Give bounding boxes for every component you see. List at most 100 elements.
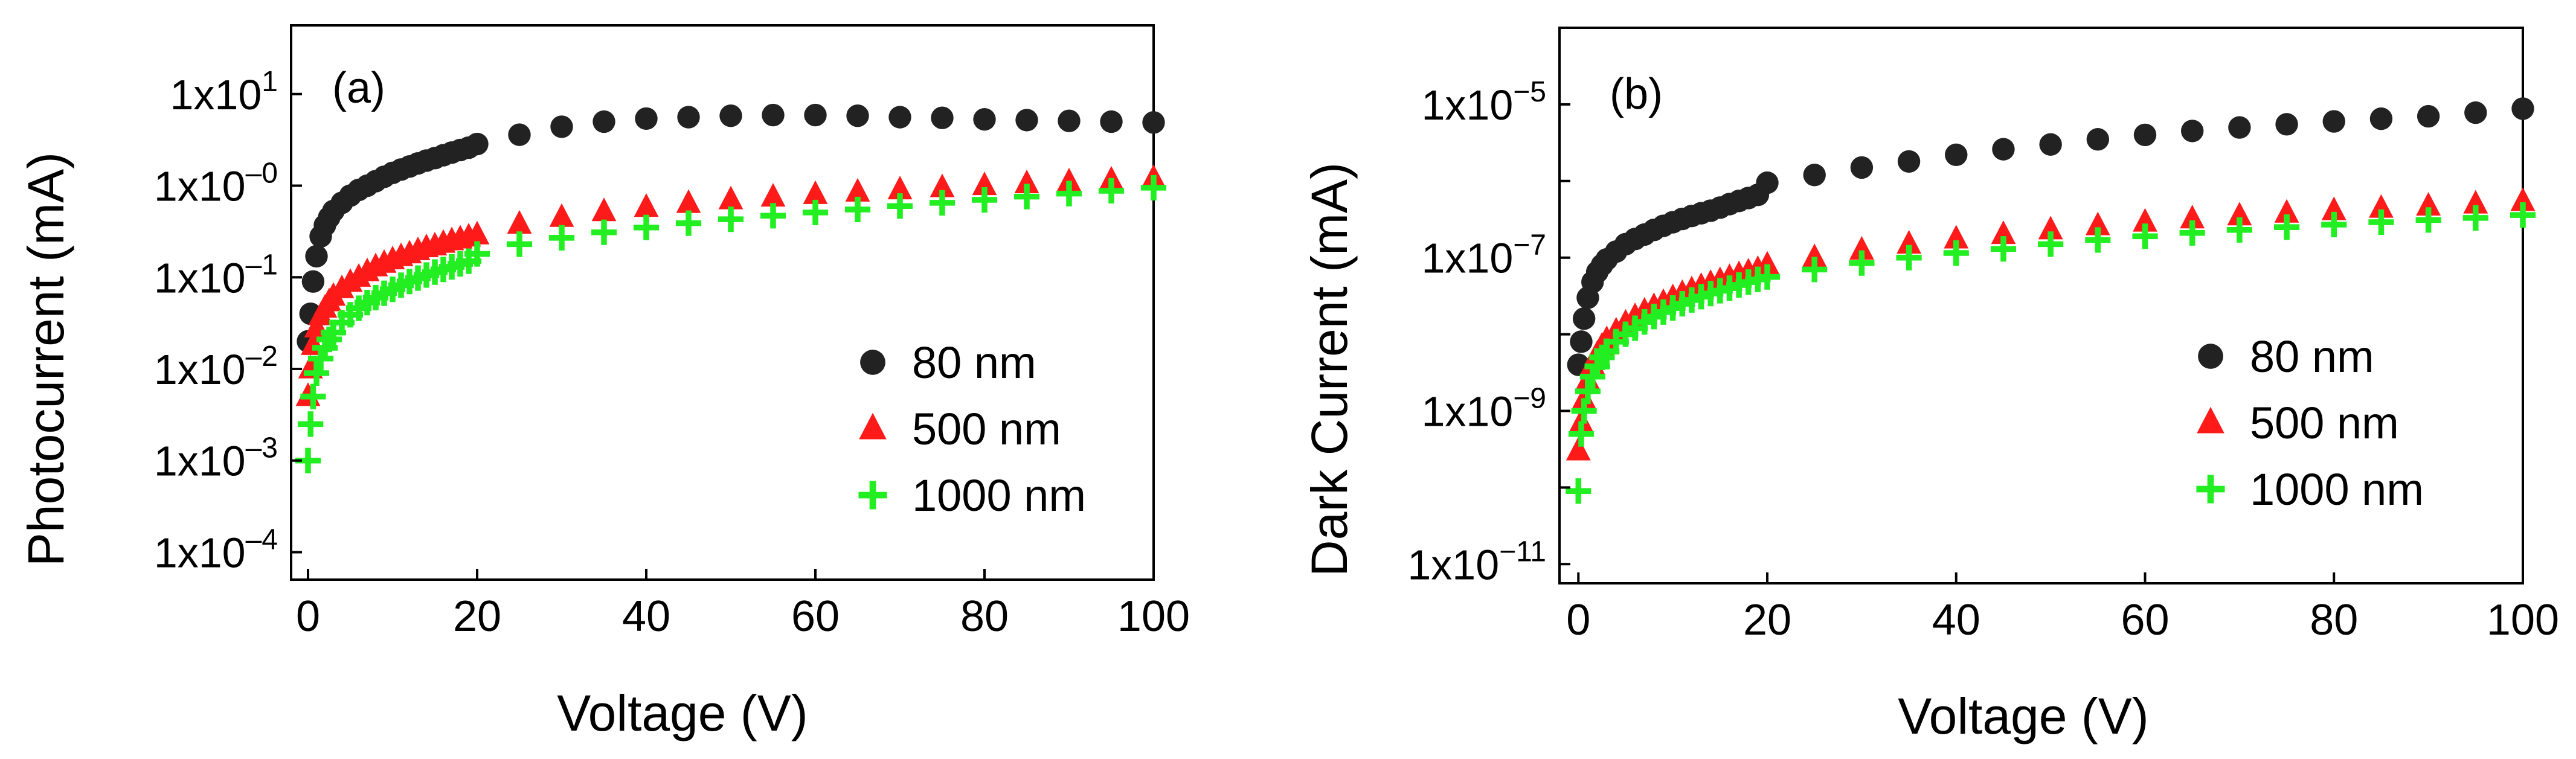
series-1000-nm: [295, 175, 1167, 473]
data-point: [2086, 128, 2110, 151]
data-point: [675, 210, 702, 236]
data-point: [1802, 257, 1828, 283]
series-80-nm: [1567, 97, 2534, 376]
data-point: [1099, 165, 1124, 190]
data-point: [1100, 110, 1123, 133]
data-point: [845, 178, 870, 202]
data-point: [1660, 295, 1686, 321]
legend: 80 nm 500 nm 1000 nm: [2196, 331, 2424, 514]
data-point: [1570, 330, 1593, 353]
y-tick-label: 1x101: [170, 66, 278, 118]
data-point: [362, 284, 389, 311]
data-point: [295, 447, 321, 473]
data-point: [438, 254, 465, 280]
data-point: [1717, 275, 1742, 301]
legend-marker: [2197, 406, 2224, 434]
data-point: [930, 173, 955, 197]
data-point: [320, 319, 347, 345]
legend-label: 1000 nm: [912, 470, 1086, 520]
data-point: [760, 203, 786, 229]
series-80-nm: [297, 103, 1165, 353]
legend-marker: [860, 350, 885, 375]
data-point: [2275, 113, 2298, 136]
data-point: [760, 183, 786, 207]
data-point: [2462, 205, 2488, 231]
data-point: [1802, 243, 1827, 267]
data-point: [2179, 220, 2205, 246]
data-point: [2322, 110, 2345, 133]
y-tick-label: 1x10–0: [154, 158, 278, 210]
data-point: [1056, 167, 1082, 191]
y-tick-label: 1x10–2: [154, 341, 278, 393]
data-point: [2180, 120, 2204, 143]
data-point: [1754, 264, 1781, 290]
legend-label: 1000 nm: [2250, 464, 2424, 514]
data-point: [804, 103, 827, 127]
y-tick-label: 1x10–1: [154, 249, 278, 301]
data-point: [2510, 187, 2536, 211]
data-point: [973, 107, 996, 131]
y-axis-label: Dark Current (mA): [1301, 162, 1358, 577]
data-point: [844, 196, 871, 223]
data-point: [307, 345, 334, 371]
data-point: [1058, 109, 1081, 132]
data-point: [1566, 478, 1592, 504]
data-point: [1943, 240, 1969, 266]
data-point: [2273, 214, 2300, 240]
y-tick-label: 1x10−7: [1421, 229, 1546, 282]
data-point: [548, 225, 575, 251]
data-point: [2369, 194, 2394, 218]
data-point: [1756, 171, 1779, 194]
data-point: [2321, 196, 2346, 220]
x-tick-label: 80: [2310, 596, 2358, 644]
data-point: [2133, 123, 2157, 147]
legend-marker: [858, 481, 887, 510]
plot-frame: [290, 24, 1155, 581]
x-axis-ticks: 0 20 40 60 80 100: [296, 569, 1190, 641]
data-point: [1650, 299, 1677, 325]
data-point: [803, 180, 828, 204]
y-axis-label: Photocurrent (mA): [18, 152, 74, 566]
data-point: [1613, 321, 1639, 347]
data-point: [379, 277, 406, 303]
data-point: [2415, 207, 2441, 233]
data-point: [1897, 150, 1921, 173]
data-point: [2463, 190, 2488, 214]
x-tick-label: 20: [453, 592, 501, 641]
data-point: [1603, 328, 1629, 354]
data-point: [1579, 363, 1605, 389]
y-tick-label: 1x10−5: [1421, 76, 1546, 129]
data-point: [354, 290, 381, 316]
x-tick-label: 0: [1566, 596, 1590, 644]
x-axis-label: Voltage (V): [557, 685, 808, 741]
data-point: [2085, 227, 2111, 253]
data-point: [634, 193, 659, 217]
data-point: [455, 248, 482, 274]
data-point: [1641, 304, 1667, 330]
y-axis-ticks: 1x101 1x10–0 1x10–1 1x10–2 1x10–3 1x10–4: [154, 66, 302, 576]
data-point: [1015, 109, 1038, 132]
data-points: [295, 103, 1167, 473]
data-point: [1678, 287, 1705, 313]
data-point: [371, 280, 397, 306]
data-point: [466, 132, 489, 156]
data-point: [1849, 250, 1875, 276]
data-point: [1142, 111, 1165, 134]
y-tick-label: 1x10−9: [1421, 382, 1546, 435]
data-point: [2274, 199, 2299, 223]
data-point: [1631, 309, 1657, 335]
x-tick-label: 60: [791, 592, 840, 641]
legend-label: 500 nm: [2250, 398, 2399, 448]
data-point: [591, 197, 617, 222]
data-point: [2511, 97, 2534, 120]
x-tick-label: 40: [622, 592, 670, 641]
x-axis-ticks: 0 20 40 60 80 100: [1566, 572, 2559, 644]
x-axis-label: Voltage (V): [1898, 688, 2149, 745]
y-tick-label: 1x10–4: [154, 524, 278, 576]
data-point: [2417, 104, 2440, 128]
data-point: [718, 185, 744, 210]
data-point: [2038, 216, 2063, 240]
data-point: [1566, 437, 1591, 461]
panel-b: 0 20 40 60 80 100 1x10−5 1x10−7 1x10−9 1x10−11 (…: [1301, 27, 2559, 745]
data-point: [2510, 202, 2536, 228]
